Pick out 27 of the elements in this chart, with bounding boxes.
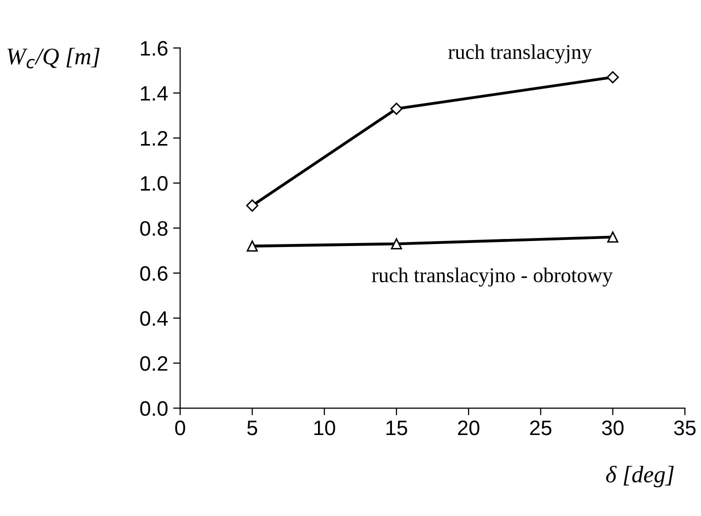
x-tick-label: 0 (175, 420, 186, 436)
series-label: ruch translacyjno - obrotowy (372, 268, 613, 287)
point (390, 102, 403, 115)
y-tick-label: 0.4 (140, 311, 168, 326)
y-tick-label: 1.2 (140, 131, 168, 146)
point (246, 199, 258, 212)
y-tick-label: 1.6 (140, 40, 168, 56)
y-tick-label: 0.2 (140, 356, 168, 371)
point (606, 71, 619, 84)
y-tick-label: 1.0 (140, 176, 168, 191)
y-tick-label: 1.4 (140, 86, 168, 101)
y-tick-label: 0.0 (140, 401, 168, 416)
x-tick-label: 15 (386, 420, 408, 436)
x-tick-label: 35 (674, 420, 696, 436)
series-label: ruch translacyjny (448, 44, 592, 64)
y-tick-label: 0.8 (140, 221, 168, 236)
x-tick-label: 30 (602, 420, 624, 436)
point (246, 240, 258, 252)
x-tick-label: 25 (530, 420, 552, 436)
point (390, 238, 402, 250)
x-tick-label: 5 (247, 420, 258, 436)
x-tick-label: 20 (458, 420, 480, 436)
y-axis-title: W$_{c}$/Q [m] (8, 48, 100, 68)
x-axis-title: δ [deg] (606, 466, 674, 488)
y-tick-label: 0.6 (140, 266, 168, 281)
point (607, 232, 618, 243)
x-tick-label: 10 (314, 420, 336, 436)
